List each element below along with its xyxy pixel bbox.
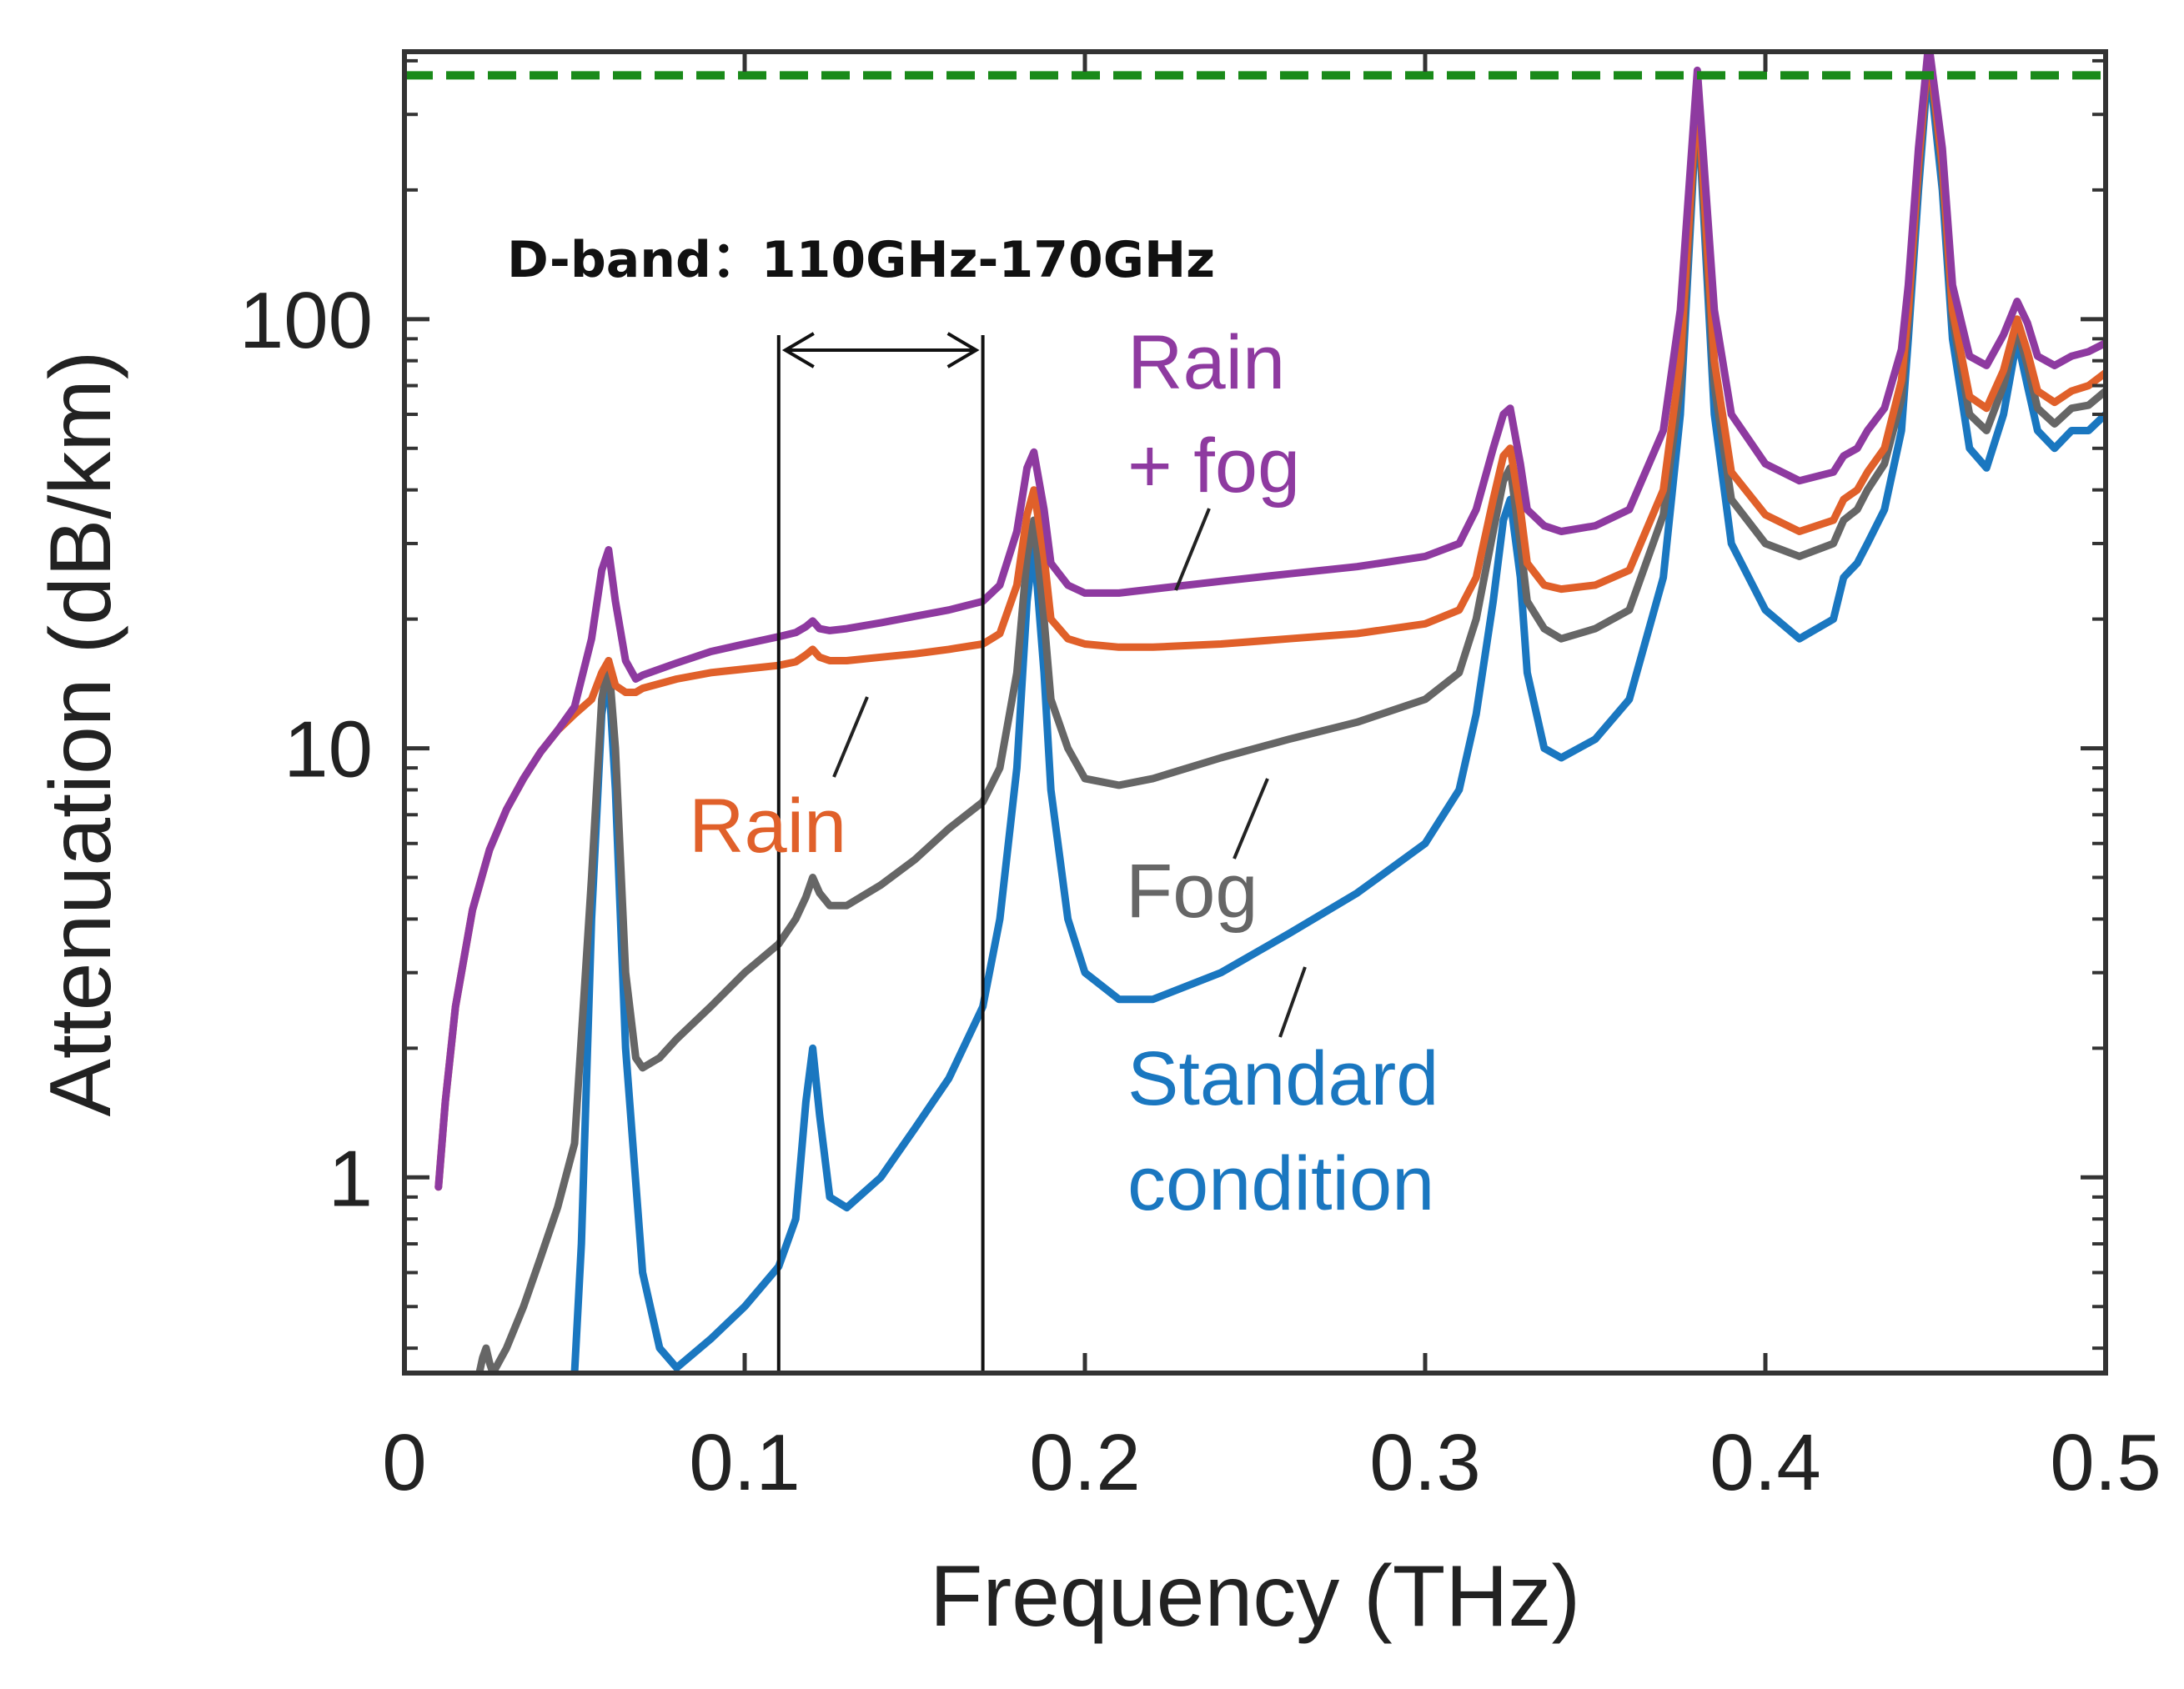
rain-leader-line bbox=[832, 696, 869, 778]
rain-fog-leader-line bbox=[1174, 508, 1211, 591]
band-label: D-band：110GHz-170GHz bbox=[507, 231, 1215, 289]
x-tick-label: 0.3 bbox=[1369, 1418, 1480, 1507]
y-tick-label: 1 bbox=[329, 1134, 373, 1223]
series-label-standard-condition: Standard bbox=[1127, 1036, 1438, 1121]
plot-frame bbox=[402, 49, 2108, 1376]
d-band-annotation: D-band：110GHz-170GHz bbox=[507, 231, 1215, 1373]
y-axis-title: Attenuation (dB/km) bbox=[33, 350, 129, 1116]
band-arrow-head-right bbox=[946, 332, 980, 368]
fog-leader-line bbox=[1233, 778, 1269, 860]
band-arrow-head-left bbox=[781, 332, 815, 368]
label-leader-lines bbox=[832, 508, 1307, 1038]
axis-ticks: 0 0.1 0.2 0.3 0.4 0.5 1 10 100 bbox=[239, 52, 2161, 1507]
series-layer bbox=[434, 52, 2106, 1373]
standard-leader-line bbox=[1278, 966, 1307, 1038]
x-tick-label: 0.5 bbox=[2050, 1418, 2161, 1507]
x-tick-label: 0.1 bbox=[689, 1418, 800, 1507]
series-label-rain-fog: + fog bbox=[1127, 424, 1300, 509]
series-label-rain: Rain bbox=[689, 784, 846, 869]
x-tick-label: 0 bbox=[382, 1418, 426, 1507]
y-tick-label: 10 bbox=[284, 705, 373, 794]
x-tick-label: 0.4 bbox=[1710, 1418, 1820, 1507]
series-label-fog: Fog bbox=[1126, 849, 1258, 934]
y-tick-label: 100 bbox=[239, 276, 373, 365]
series-labels: Standard condition Fog Rain Rain + fog bbox=[689, 320, 1438, 1226]
series-line-rain-fog bbox=[434, 52, 2106, 1191]
series-label-rain-fog: Rain bbox=[1127, 320, 1285, 405]
x-tick-label: 0.2 bbox=[1029, 1418, 1140, 1507]
series-label-standard-condition: condition bbox=[1127, 1141, 1434, 1226]
x-axis-title: Frequency (THz) bbox=[930, 1548, 1580, 1645]
